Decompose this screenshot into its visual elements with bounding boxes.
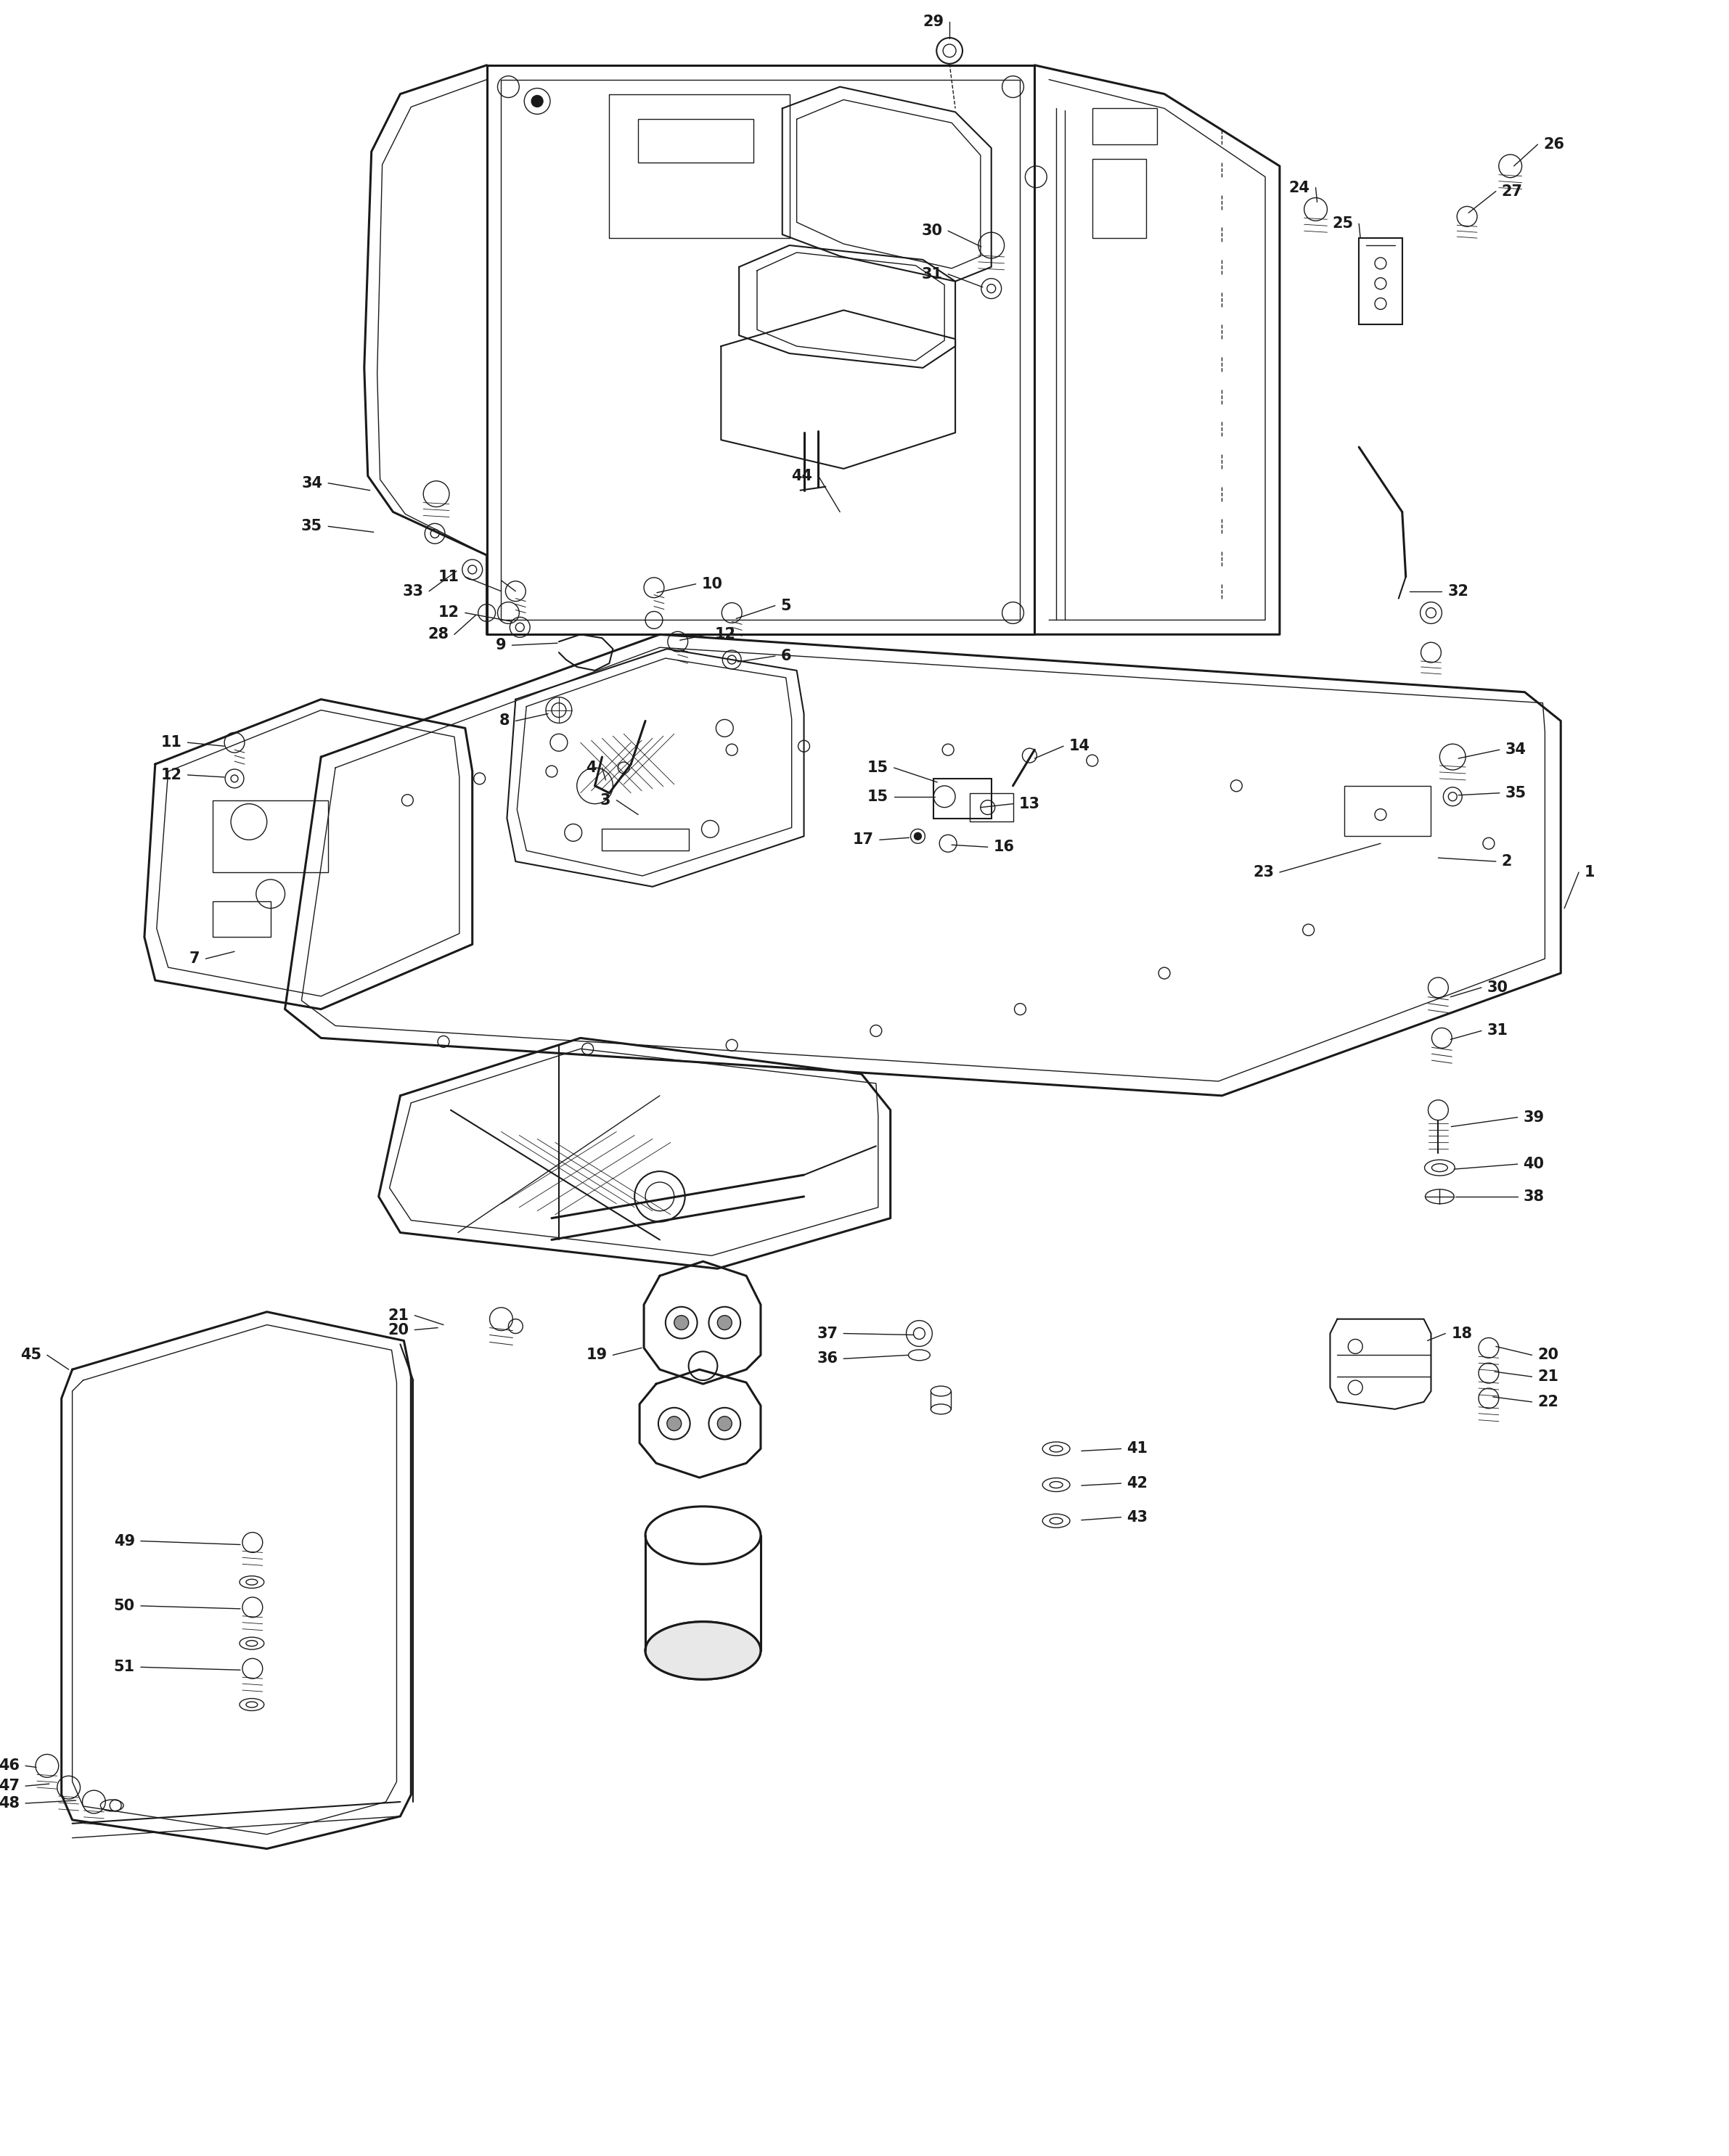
Text: 18: 18	[1451, 1326, 1473, 1341]
Circle shape	[667, 1416, 681, 1432]
Text: 19: 19	[586, 1348, 607, 1363]
Text: 31: 31	[1487, 1024, 1508, 1037]
Text: 31: 31	[922, 267, 942, 282]
Text: 4: 4	[586, 761, 597, 774]
Bar	[638, 119, 754, 162]
Text: 38: 38	[1523, 1190, 1544, 1203]
Text: 14: 14	[1069, 740, 1091, 752]
Text: 12: 12	[439, 606, 460, 621]
Circle shape	[718, 1416, 731, 1432]
Text: 40: 40	[1523, 1158, 1544, 1171]
Text: 12: 12	[714, 627, 735, 642]
Text: 49: 49	[114, 1533, 135, 1548]
Text: 34: 34	[1506, 742, 1527, 757]
Bar	[970, 793, 1013, 821]
Circle shape	[718, 1315, 731, 1330]
Text: 15: 15	[868, 789, 889, 804]
Bar	[213, 901, 270, 938]
Text: 28: 28	[427, 627, 448, 642]
Bar	[1093, 160, 1146, 237]
Bar	[934, 778, 991, 819]
Text: 2: 2	[1503, 854, 1513, 869]
Text: 35: 35	[1506, 785, 1527, 800]
Text: 9: 9	[496, 638, 507, 653]
Text: 51: 51	[114, 1660, 135, 1675]
Text: 1: 1	[1584, 865, 1596, 880]
Text: 25: 25	[1331, 216, 1354, 231]
Text: 10: 10	[702, 578, 723, 591]
Text: 26: 26	[1544, 138, 1565, 151]
Text: 16: 16	[994, 841, 1015, 854]
Text: 21: 21	[1537, 1369, 1560, 1384]
Text: 11: 11	[439, 569, 460, 584]
Text: 29: 29	[923, 15, 944, 30]
Text: 35: 35	[301, 520, 322, 535]
Text: 30: 30	[922, 224, 942, 237]
Text: 22: 22	[1537, 1395, 1560, 1410]
Text: 7: 7	[190, 951, 201, 966]
Text: 34: 34	[301, 476, 322, 489]
Text: 41: 41	[1127, 1442, 1148, 1455]
Text: 36: 36	[816, 1352, 839, 1367]
Text: 47: 47	[0, 1779, 19, 1794]
Text: 37: 37	[816, 1326, 839, 1341]
Bar	[1359, 237, 1402, 326]
Circle shape	[915, 832, 922, 841]
Text: 27: 27	[1503, 183, 1523, 198]
Text: 11: 11	[161, 735, 182, 750]
Text: 15: 15	[868, 761, 889, 774]
Circle shape	[531, 95, 543, 108]
Text: 13: 13	[1018, 796, 1039, 811]
Text: 43: 43	[1127, 1509, 1148, 1524]
Text: 24: 24	[1288, 181, 1311, 194]
Bar	[602, 830, 688, 852]
Circle shape	[674, 1315, 688, 1330]
Text: 39: 39	[1523, 1110, 1544, 1125]
Text: 8: 8	[500, 714, 510, 729]
Bar	[1345, 785, 1432, 837]
Text: 20: 20	[1537, 1348, 1560, 1363]
Text: 32: 32	[1447, 584, 1468, 599]
Ellipse shape	[645, 1621, 761, 1680]
Text: 42: 42	[1127, 1477, 1148, 1490]
Text: 3: 3	[600, 793, 610, 808]
Text: 20: 20	[387, 1322, 410, 1337]
Bar	[1093, 108, 1157, 144]
Text: 46: 46	[0, 1759, 19, 1772]
Text: 23: 23	[1254, 865, 1274, 880]
Text: 5: 5	[782, 599, 792, 612]
Text: 6: 6	[782, 649, 792, 664]
Text: 45: 45	[21, 1348, 41, 1363]
Text: 50: 50	[114, 1598, 135, 1613]
Text: 48: 48	[0, 1796, 19, 1811]
Text: 12: 12	[161, 768, 182, 783]
Text: 44: 44	[792, 468, 813, 483]
Text: 33: 33	[403, 584, 424, 599]
Text: 30: 30	[1487, 981, 1508, 994]
Text: 21: 21	[387, 1309, 410, 1322]
Text: 17: 17	[852, 832, 873, 847]
Bar	[213, 800, 329, 873]
